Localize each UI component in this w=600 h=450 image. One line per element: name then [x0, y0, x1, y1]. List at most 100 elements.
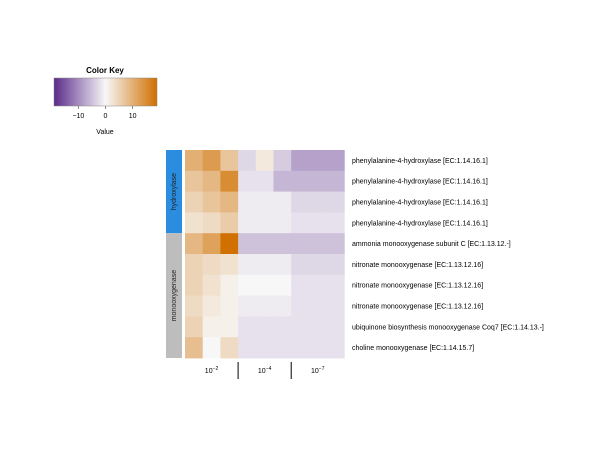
heatmap-cell: [255, 212, 274, 234]
heatmap-cell: [238, 233, 257, 255]
heatmap-cell: [291, 191, 310, 213]
heatmap-cell: [326, 295, 345, 317]
heatmap-cell: [255, 274, 274, 296]
heatmap-cell: [185, 337, 204, 359]
heatmap-cell: [255, 337, 274, 359]
color-key: Color Key −10 0 10 Value: [53, 66, 158, 136]
heatmap-cell: [255, 295, 274, 317]
heatmap-cell: [326, 212, 345, 234]
heatmap-cell: [220, 233, 239, 255]
row-group-label: monooxygenase: [171, 270, 178, 321]
heatmap-cell: [238, 212, 257, 234]
heatmap-cell: [273, 170, 292, 192]
heatmap-cell: [255, 191, 274, 213]
heatmap-cell: [202, 191, 221, 213]
heatmap-cell: [202, 150, 221, 172]
row-label: choline monooxygenase [EC:1.14.15.7]: [352, 345, 474, 352]
heatmap-cell: [326, 337, 345, 359]
heatmap-cell: [273, 274, 292, 296]
heatmap-cell: [202, 295, 221, 317]
row-labels: phenylalanine-4-hydroxylase [EC:1.14.16.…: [352, 158, 544, 352]
heatmap-cell: [185, 316, 204, 338]
heatmap-cell: [220, 337, 239, 359]
row-label: ubiquinone biosynthesis monooxygenase Co…: [352, 324, 544, 331]
heatmap-cell: [291, 150, 310, 172]
column-labels: 10−2 10−4 10−7: [205, 362, 325, 379]
heatmap-cell: [220, 316, 239, 338]
heatmap-cell: [185, 254, 204, 276]
column-block-label: 10−7: [311, 366, 325, 375]
heatmap-cell: [202, 170, 221, 192]
heatmap-cell: [291, 233, 310, 255]
heatmap-cell: [291, 170, 310, 192]
heatmap-cell: [273, 254, 292, 276]
heatmap-cell: [238, 337, 257, 359]
color-key-tick-label: 10: [129, 113, 137, 120]
row-label: phenylalanine-4-hydroxylase [EC:1.14.16.…: [352, 158, 488, 165]
heatmap-cell: [326, 316, 345, 338]
heatmap-cell: [255, 254, 274, 276]
heatmap-cell: [273, 191, 292, 213]
row-label: nitronate monooxygenase [EC:1.13.12.16]: [352, 262, 483, 269]
heatmap-cell: [185, 150, 204, 172]
heatmap-cell: [308, 254, 327, 276]
heatmap-cell: [220, 274, 239, 296]
row-label: nitronate monooxygenase [EC:1.13.12.16]: [352, 304, 483, 311]
color-key-gradient: [53, 77, 158, 107]
heatmap-cell: [220, 295, 239, 317]
heatmap-cell: [220, 191, 239, 213]
heatmap-cell: [185, 274, 204, 296]
heatmap-cell: [220, 150, 239, 172]
heatmap-cell: [273, 316, 292, 338]
row-group-sidebar: hydroxylase monooxygenase: [166, 150, 182, 358]
heatmap-cell: [202, 233, 221, 255]
heatmap-cell: [255, 316, 274, 338]
heatmap-cell: [326, 254, 345, 276]
color-key-tick-label: −10: [72, 113, 84, 120]
row-group-label: hydroxylase: [171, 173, 178, 210]
heatmap-cell: [291, 212, 310, 234]
row-label: phenylalanine-4-hydroxylase [EC:1.14.16.…: [352, 220, 488, 227]
heatmap-cell: [202, 254, 221, 276]
heatmap-cell: [220, 170, 239, 192]
heatmap-cell: [202, 212, 221, 234]
heatmap-cell: [326, 274, 345, 296]
color-key-tick-label: 0: [104, 113, 108, 120]
column-block-label: 10−4: [258, 366, 272, 375]
heatmap-cell: [291, 254, 310, 276]
heatmap-cell: [185, 170, 204, 192]
heatmap-cell: [308, 150, 327, 172]
heatmap-cell: [238, 191, 257, 213]
heatmap-cell: [238, 150, 257, 172]
heatmap-cell: [291, 295, 310, 317]
heatmap-cell: [273, 212, 292, 234]
color-key-axis: −10 0 10: [72, 106, 137, 120]
column-block-label: 10−2: [205, 366, 219, 375]
heatmap-cell: [185, 233, 204, 255]
heatmap-cell: [255, 233, 274, 255]
heatmap-cell: [308, 233, 327, 255]
heatmap-cell: [291, 316, 310, 338]
heatmap-cell: [308, 316, 327, 338]
heatmap-cell: [202, 316, 221, 338]
heatmap-cell: [326, 170, 345, 192]
heatmap-cell: [202, 274, 221, 296]
heatmap-cell: [220, 212, 239, 234]
heatmap-cell: [255, 170, 274, 192]
heatmap-cell: [308, 274, 327, 296]
color-key-title: Color Key: [86, 66, 124, 75]
heatmap-cell: [238, 274, 257, 296]
heatmap-cell: [273, 233, 292, 255]
row-label: ammonia monooxygenase subunit C [EC:1.13…: [352, 241, 511, 248]
color-key-xlabel: Value: [96, 129, 113, 136]
row-group-bar: [166, 233, 182, 358]
heatmap-cell: [308, 295, 327, 317]
heatmap-cell: [255, 150, 274, 172]
heatmap-cell: [185, 212, 204, 234]
heatmap-cell: [273, 150, 292, 172]
heatmap-cell: [326, 191, 345, 213]
heatmap-cell: [238, 295, 257, 317]
heatmap-cell: [291, 337, 310, 359]
row-label: nitronate monooxygenase [EC:1.13.12.16]: [352, 283, 483, 290]
